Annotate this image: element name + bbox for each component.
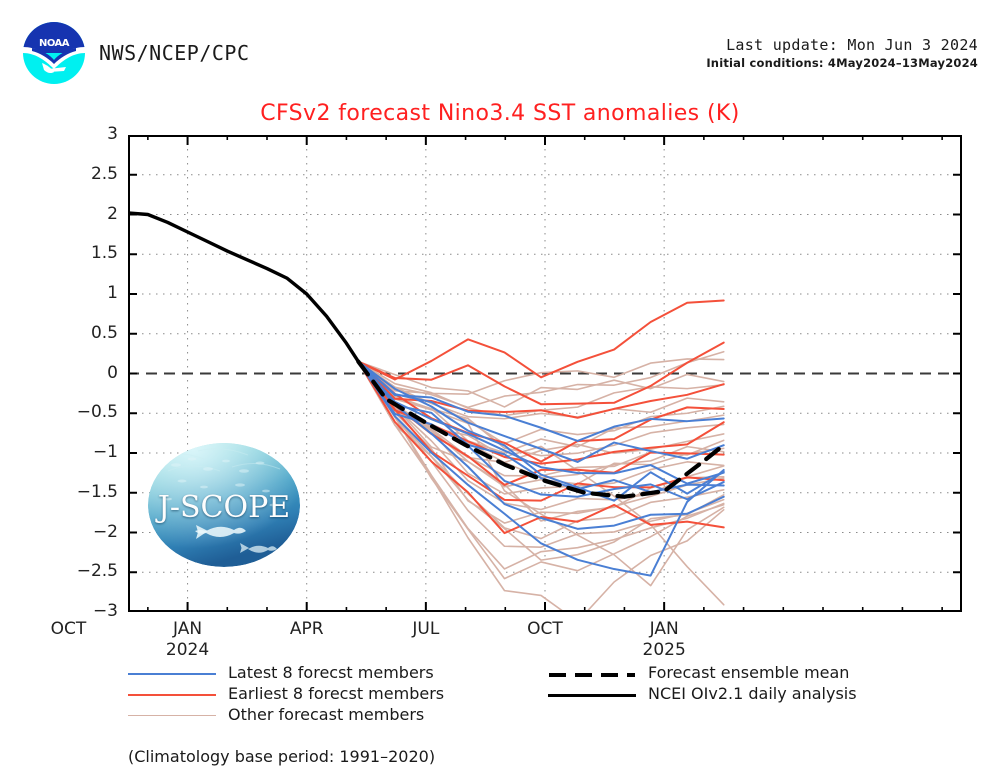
y-axis-tick-label: −2 bbox=[92, 521, 118, 542]
y-axis-tick-label: 1 bbox=[107, 283, 118, 303]
y-axis-tick-label: −0.5 bbox=[76, 402, 118, 423]
x-axis-tick-label: JAN 2025 bbox=[619, 619, 709, 660]
legend-swatch-line bbox=[128, 715, 216, 716]
chart-canvas bbox=[128, 135, 962, 612]
chart-title: CFSv2 forecast Nino3.4 SST anomalies (K) bbox=[260, 101, 740, 126]
legend-swatch-line bbox=[548, 667, 636, 681]
legend-label: Earliest 8 forecst members bbox=[228, 684, 445, 703]
x-axis-tick-label: OCT bbox=[23, 619, 113, 639]
x-axis-year-label: 2024 bbox=[165, 640, 210, 660]
x-axis-tick-label: JUL bbox=[381, 619, 471, 639]
legend-label: NCEI OIv2.1 daily analysis bbox=[648, 684, 857, 703]
x-axis-year-label: 2025 bbox=[642, 640, 686, 660]
y-axis-tick-label: 2 bbox=[107, 203, 118, 224]
legend-label: Other forecast members bbox=[228, 705, 425, 724]
header-meta: Last update: Mon Jun 3 2024 Initial cond… bbox=[706, 36, 978, 70]
x-axis-tick-label: JAN 2024 bbox=[143, 619, 233, 660]
series-observed-analysis bbox=[128, 211, 361, 364]
x-axis-month-label: OCT bbox=[50, 619, 87, 639]
x-axis-tick-label: APR bbox=[262, 619, 352, 639]
y-axis-tick-label: 0.5 bbox=[90, 322, 118, 343]
y-axis-tick-label: −1 bbox=[92, 442, 118, 462]
initial-conditions-label: Initial conditions: 4May2024–13May2024 bbox=[706, 56, 978, 70]
plot-frame bbox=[128, 135, 962, 612]
series-ensemble-mean bbox=[356, 359, 726, 499]
x-axis-month-label: APR bbox=[289, 619, 324, 639]
x-axis-month-label: JAN bbox=[173, 619, 203, 639]
chart-legend: Latest 8 forecst members Earliest 8 forec… bbox=[128, 663, 988, 775]
y-axis-tick-label: 1.5 bbox=[90, 243, 118, 264]
y-axis-tick-label: 0 bbox=[107, 362, 118, 383]
x-axis-month-label: OCT bbox=[527, 619, 563, 639]
legend-swatch-line bbox=[548, 694, 636, 697]
y-axis-tick-label: −3 bbox=[92, 601, 118, 621]
climatology-note: (Climatology base period: 1991–2020) bbox=[128, 747, 436, 766]
y-axis-tick-label: −2.5 bbox=[76, 561, 118, 582]
svg-text:NOAA: NOAA bbox=[39, 38, 70, 49]
x-axis-month-label: JUL bbox=[412, 619, 440, 639]
x-axis-month-label: JAN bbox=[649, 619, 679, 639]
plot-area bbox=[128, 135, 962, 612]
legend-swatch-line bbox=[128, 673, 216, 675]
legend-swatch-line bbox=[128, 694, 216, 696]
x-axis-tick-label: OCT bbox=[500, 619, 590, 639]
y-axis-tick-label: 2.5 bbox=[90, 163, 118, 184]
noaa-logo: NOAA bbox=[18, 17, 90, 89]
legend-label: Latest 8 forecst members bbox=[228, 663, 434, 682]
agency-label: NWS/NCEP/CPC bbox=[99, 41, 250, 65]
last-update-label: Last update: Mon Jun 3 2024 bbox=[726, 36, 978, 54]
legend-label: Forecast ensemble mean bbox=[648, 663, 850, 682]
y-axis-tick-label: 3 bbox=[107, 124, 118, 144]
y-axis-tick-label: −1.5 bbox=[76, 481, 118, 502]
